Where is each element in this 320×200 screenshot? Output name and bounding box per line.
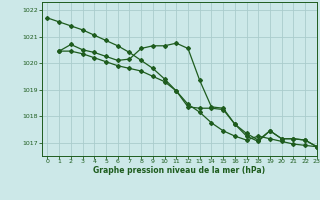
X-axis label: Graphe pression niveau de la mer (hPa): Graphe pression niveau de la mer (hPa) [93, 166, 265, 175]
